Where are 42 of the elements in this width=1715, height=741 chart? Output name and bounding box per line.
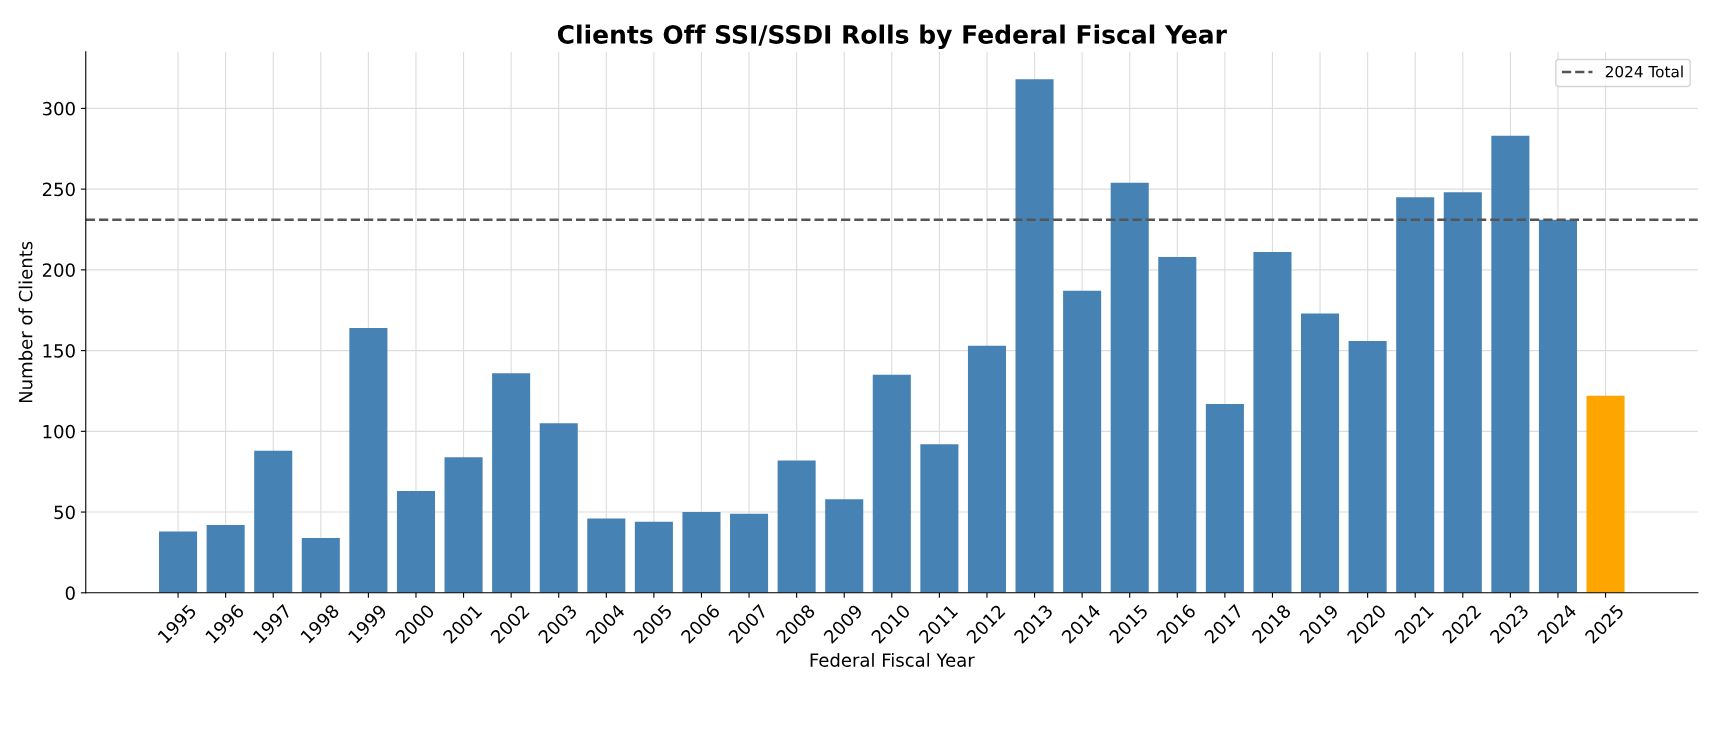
bar bbox=[1158, 256, 1197, 593]
y-axis-title: Number of Clients bbox=[18, 241, 33, 403]
bar bbox=[349, 327, 388, 593]
bar bbox=[1205, 403, 1244, 593]
bar bbox=[539, 423, 578, 593]
y-tick-label: 300 bbox=[42, 101, 75, 116]
bar bbox=[920, 444, 959, 593]
bar bbox=[1538, 219, 1577, 593]
y-tick-label: 0 bbox=[65, 586, 75, 600]
bar bbox=[1491, 135, 1530, 593]
bar bbox=[301, 537, 340, 593]
bar bbox=[872, 374, 911, 593]
y-tick-label: 100 bbox=[43, 424, 75, 439]
y-tick-label: 150 bbox=[43, 344, 75, 358]
bar bbox=[159, 531, 198, 593]
bar bbox=[1301, 313, 1340, 593]
bar bbox=[1063, 290, 1102, 593]
bar bbox=[967, 345, 1006, 593]
bar bbox=[206, 524, 245, 593]
bar bbox=[825, 499, 864, 593]
bar bbox=[587, 518, 626, 593]
x-axis-title: Federal Fiscal Year bbox=[810, 652, 975, 667]
bar bbox=[1586, 395, 1625, 593]
bar bbox=[492, 373, 531, 593]
y-tick-label: 250 bbox=[42, 182, 75, 197]
bar bbox=[634, 521, 673, 593]
y-tick-label: 200 bbox=[42, 263, 75, 277]
bar bbox=[1396, 197, 1435, 593]
bar bbox=[1443, 192, 1482, 593]
y-tick-label: 50 bbox=[54, 505, 75, 520]
bar bbox=[1253, 252, 1292, 593]
chart-title: Clients Off SSI/SSDI Rolls by Federal Fiscal Year bbox=[557, 24, 1227, 49]
bar bbox=[1110, 182, 1149, 593]
bar bbox=[396, 491, 436, 593]
legend-label: 2024 Total bbox=[1605, 65, 1683, 78]
bar bbox=[777, 460, 816, 593]
bar bbox=[730, 513, 769, 593]
bar bbox=[682, 512, 721, 593]
bar bbox=[1015, 79, 1054, 593]
bar bbox=[254, 450, 293, 593]
bar bbox=[1348, 340, 1387, 593]
bar bbox=[444, 457, 483, 593]
